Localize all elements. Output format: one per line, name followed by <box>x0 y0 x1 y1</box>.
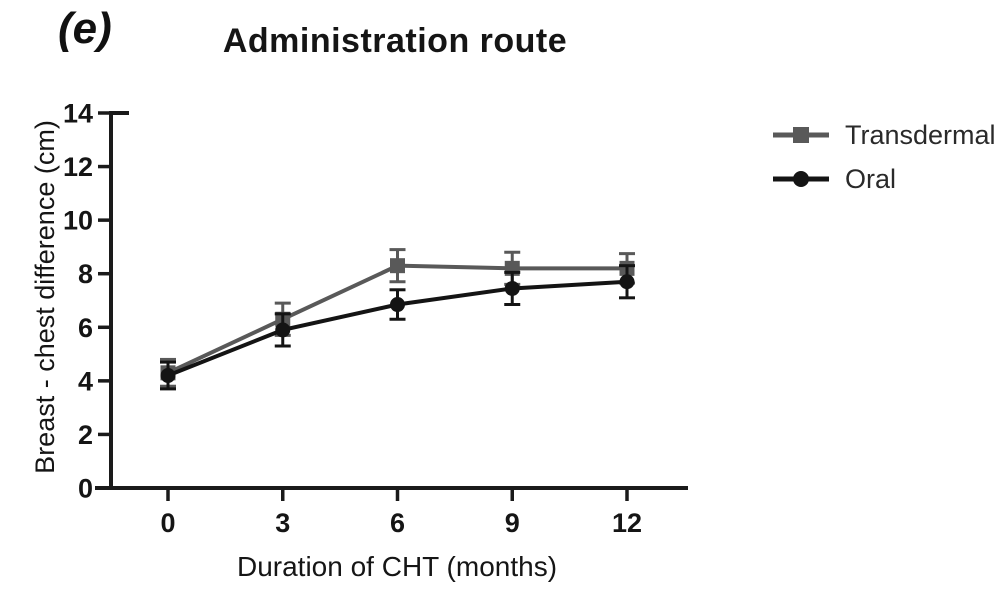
legend-item-transdermal: Transdermal <box>771 113 996 157</box>
y-tick-label: 6 <box>78 313 93 343</box>
x-tick-label: 6 <box>390 508 405 538</box>
y-axis-label: Breast - chest difference (cm) <box>30 120 60 474</box>
data-point-oral <box>160 367 176 383</box>
x-tick-label: 0 <box>160 508 175 538</box>
panel-label: (e) <box>58 4 112 53</box>
square-marker-icon <box>773 127 829 143</box>
y-tick-label: 4 <box>78 366 93 396</box>
circle-marker-icon <box>773 171 829 187</box>
x-tick-label: 12 <box>612 508 642 538</box>
legend: Transdermal Oral <box>771 113 996 201</box>
x-tick-label: 3 <box>275 508 290 538</box>
data-point-oral <box>390 297 405 313</box>
y-tick-label: 12 <box>63 152 93 182</box>
data-point-oral <box>275 322 291 338</box>
y-tick-label: 10 <box>63 206 93 236</box>
chart-title: Administration route <box>222 22 568 60</box>
data-point-oral <box>619 274 635 290</box>
data-point-transdermal <box>390 258 405 274</box>
y-axis-line <box>109 111 129 488</box>
x-tick-label: 9 <box>505 508 520 538</box>
data-point-oral <box>504 280 520 296</box>
y-tick-label: 8 <box>78 259 93 289</box>
y-tick-label: 14 <box>63 98 93 128</box>
legend-label-transdermal: Transdermal <box>845 119 996 150</box>
y-tick-label: 0 <box>78 474 93 504</box>
legend-item-oral: Oral <box>771 157 996 201</box>
x-axis-label: Duration of CHT (months) <box>236 551 558 582</box>
y-tick-label: 2 <box>78 420 93 450</box>
legend-label-oral: Oral <box>845 163 897 194</box>
